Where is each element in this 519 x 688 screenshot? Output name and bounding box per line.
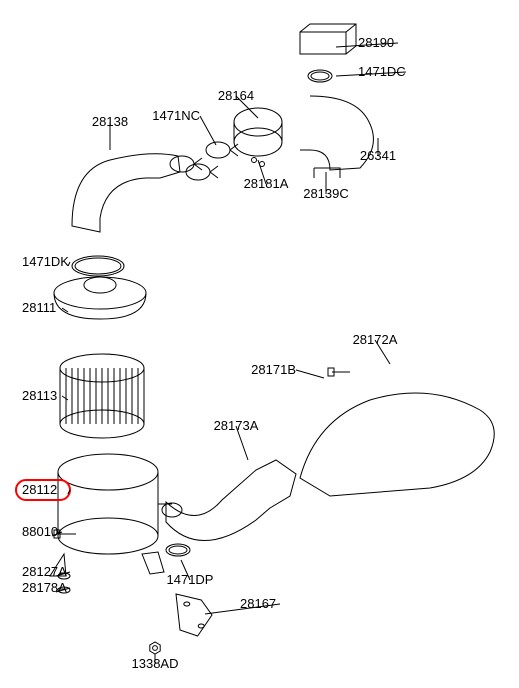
callout-28181A: 28181A <box>244 160 289 191</box>
callout-28190: 28190 <box>336 35 398 50</box>
label-28113: 28113 <box>22 388 57 403</box>
callout-26341: 26341 <box>360 138 396 163</box>
callout-28112: 28112 <box>16 480 70 500</box>
callout-28172A: 28172A <box>353 332 398 364</box>
label-28181A: 28181A <box>244 176 289 191</box>
label-28164: 28164 <box>218 88 254 103</box>
callout-28164: 28164 <box>218 88 258 118</box>
label-28190: 28190 <box>358 35 394 50</box>
callout-1471DK: 1471DK <box>22 254 70 269</box>
leader-1471NC <box>200 116 216 145</box>
callout-28173A: 28173A <box>214 418 259 460</box>
callout-1471NC: 1471NC <box>152 108 216 145</box>
leader-28171B <box>296 370 324 378</box>
callout-28139C: 28139C <box>303 172 349 201</box>
label-1471DC: 1471DC <box>358 64 406 79</box>
label-1471DK: 1471DK <box>22 254 69 269</box>
callout-1338AD: 1338AD <box>132 654 179 671</box>
callout-1471DC: 1471DC <box>336 64 406 79</box>
part-1471DC <box>308 70 332 82</box>
leader-28113 <box>62 396 68 400</box>
callout-28171B: 28171B <box>251 362 324 378</box>
part-1471DK <box>72 256 124 276</box>
label-28127A: 28127A <box>22 564 67 579</box>
part-1471NC <box>206 142 238 158</box>
part-28172A <box>300 393 494 496</box>
part-28190 <box>300 24 356 54</box>
label-28171B: 28171B <box>251 362 296 377</box>
callout-88010: 88010 <box>22 524 62 539</box>
label-88010: 88010 <box>22 524 58 539</box>
part-28113 <box>60 354 144 438</box>
label-1471DP: 1471DP <box>167 572 214 587</box>
label-28139C: 28139C <box>303 186 349 201</box>
label-28112: 28112 <box>22 482 57 497</box>
part-1471DP <box>166 544 190 556</box>
label-28111: 28111 <box>22 300 56 315</box>
part-28164 <box>234 108 282 156</box>
callout-28111: 28111 <box>22 300 68 315</box>
part-28112 <box>50 454 182 576</box>
label-28138: 28138 <box>92 114 128 129</box>
part-28173A <box>166 460 296 541</box>
clamps-upper <box>170 156 218 180</box>
part-28171B <box>328 368 350 376</box>
callout-28167: 28167 <box>205 596 280 614</box>
part-28111 <box>54 277 146 319</box>
callout-1471DP: 1471DP <box>167 560 214 587</box>
label-26341: 26341 <box>360 148 396 163</box>
part-28138 <box>72 154 180 232</box>
label-1471NC: 1471NC <box>152 108 200 123</box>
part-28181A <box>252 158 265 167</box>
labels-group: 28190 1471DC 28164 1471NC 28138 26341 28181A 28… <box>16 35 406 671</box>
label-28167: 28167 <box>240 596 276 611</box>
callout-28113: 28113 <box>22 388 68 403</box>
label-1338AD: 1338AD <box>132 656 179 671</box>
label-28172A: 28172A <box>353 332 398 347</box>
part-1338AD <box>150 642 160 654</box>
label-28173A: 28173A <box>214 418 259 433</box>
part-28167 <box>176 594 212 636</box>
callout-28178A: 28178A <box>22 580 70 595</box>
label-28178A: 28178A <box>22 580 67 595</box>
callout-28127A: 28127A <box>22 564 70 579</box>
callout-28138: 28138 <box>92 114 128 150</box>
